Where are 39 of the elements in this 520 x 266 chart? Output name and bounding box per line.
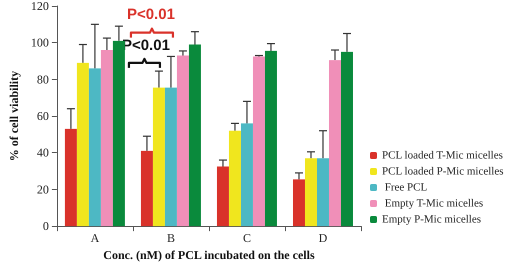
y-tick-label: 120 [30,0,49,13]
bar [76,62,89,226]
bar [152,88,165,226]
bar [100,50,113,226]
bar [88,68,101,226]
legend-label: Empty T-Mic micelles [382,198,484,210]
bar [252,56,265,226]
legend-label: Empty P-Mic micelles [382,214,481,226]
bar [292,179,305,226]
bar [228,130,241,226]
y-tick-label: 40 [36,146,49,160]
bar [240,123,253,226]
bar [164,88,177,226]
x-tick-label: C [242,231,251,246]
bar [216,166,229,226]
x-tick-label: B [166,231,175,246]
x-tick-label: D [318,231,328,246]
bar [328,60,341,226]
x-axis-title: Conc. (nM) of PCL incubated on the cells [103,248,315,262]
y-tick-label: 80 [36,72,49,86]
bar [140,150,153,226]
y-tick-label: 0 [42,219,49,234]
bar [64,128,77,226]
legend-label: Free PCL [382,182,428,194]
bar [340,52,353,226]
bar [176,56,189,226]
bar [304,158,317,226]
legend-label: PCL loaded P-Mic micelles [382,166,504,178]
y-tick-label: 20 [36,182,49,196]
y-tick-label: 100 [30,36,49,50]
y-tick-label: 60 [36,109,49,124]
bar [188,44,201,226]
bar [264,50,277,226]
legend-label: PCL loaded T-Mic micelles [382,150,503,162]
bar [316,158,329,226]
annotation: P<0.01 [126,6,175,23]
bar [112,40,125,226]
y-axis-title: % of cell viability [7,70,21,162]
x-tick-label: A [90,231,100,246]
